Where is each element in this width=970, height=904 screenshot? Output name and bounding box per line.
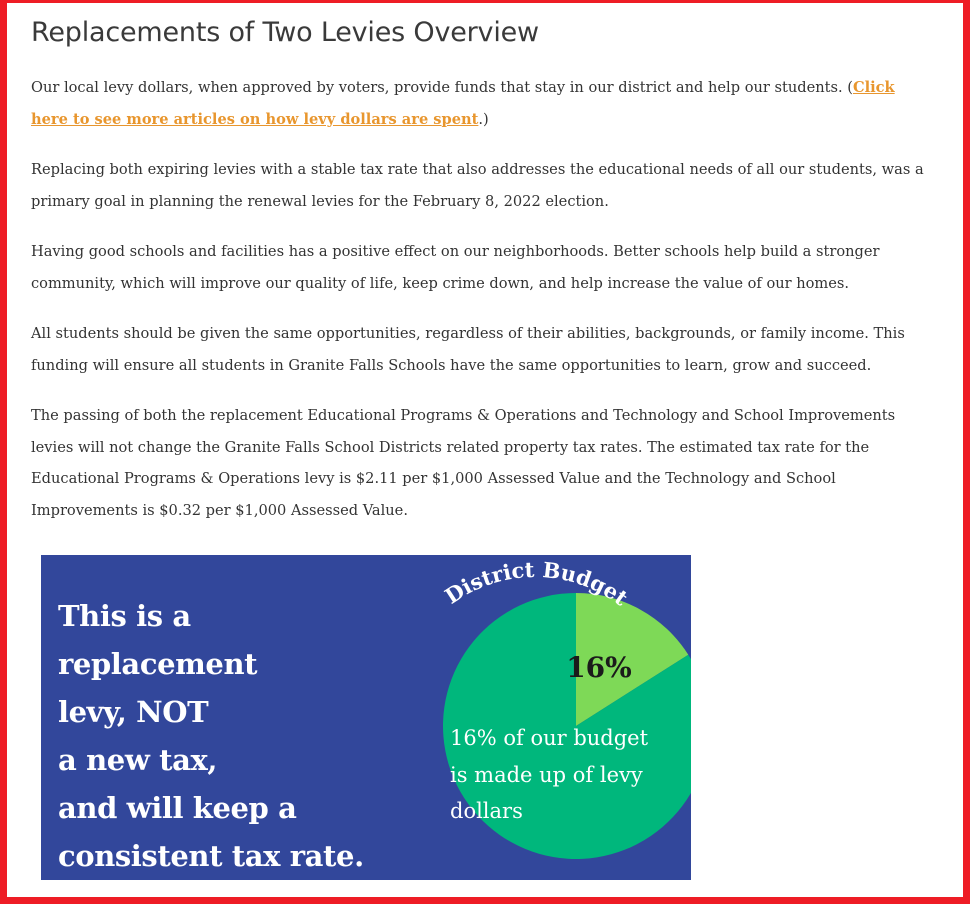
replacement-levy-banner: This is a replacement levy, NOT a new ta… [41, 555, 691, 880]
paragraph-intro: Our local levy dollars, when approved by… [31, 72, 931, 135]
paragraph-intro-end: .) [478, 110, 489, 128]
pie-slice-label: 16% [566, 651, 632, 684]
banner-line: a new tax, [58, 743, 218, 777]
banner-line: consistent tax rate. [58, 839, 364, 873]
banner-line: and will keep a [58, 791, 297, 825]
paragraph-intro-text: Our local levy dollars, when approved by… [31, 79, 853, 96]
district-budget-pie-chart: District Budget 16% 16% of our budget is… [440, 557, 691, 859]
paragraph-community: Having good schools and facilities has a… [31, 243, 880, 292]
pie-caption-line: is made up of levy [450, 763, 643, 787]
banner-line: levy, NOT [58, 695, 209, 729]
banner-line: This is a replacement [58, 599, 258, 681]
page-title: Replacements of Two Levies Overview [31, 17, 539, 48]
paragraph-tax-rates: The passing of both the replacement Educ… [31, 407, 896, 519]
pie-slice-other [443, 593, 691, 859]
paragraph-opportunities: All students should be given the same op… [31, 325, 905, 374]
pie-caption-line: 16% of our budget [450, 726, 649, 750]
article-content: Replacements of Two Levies Overview Our … [31, 14, 931, 526]
pie-caption-line: dollars [450, 799, 523, 823]
paragraph-goal: Replacing both expiring levies with a st… [31, 161, 924, 210]
pie-slice-levy [576, 593, 689, 726]
levy-articles-link[interactable]: Click here to see more articles on how l… [31, 79, 895, 128]
banner-message: This is a replacement levy, NOT a new ta… [58, 592, 388, 880]
